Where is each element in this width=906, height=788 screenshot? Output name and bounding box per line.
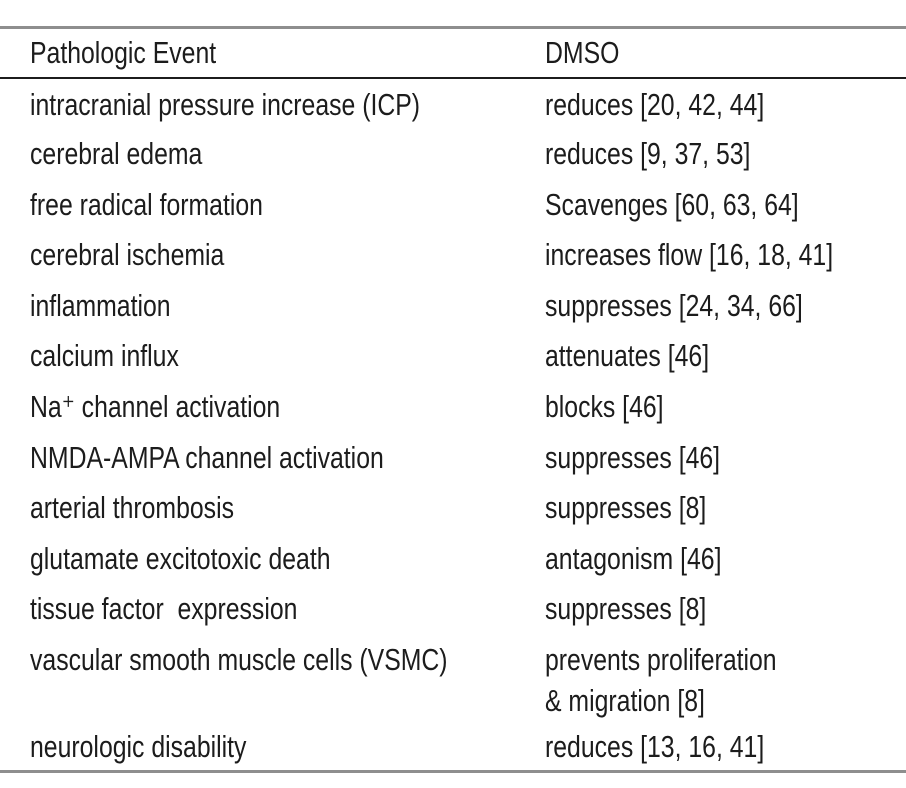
table-row: inflammation suppresses [24, 34, 66] — [0, 280, 906, 331]
dmso-cell: suppresses [24, 34, 66] — [545, 280, 906, 331]
dmso-effects-table: Pathologic Event DMSO intracranial press… — [0, 26, 906, 774]
dmso-cell: suppresses [46] — [545, 432, 906, 483]
table-row: calcium influx attenuates [46] — [0, 330, 906, 381]
dmso-cell: reduces [20, 42, 44] — [545, 78, 906, 129]
dmso-text: reduces [20, 42, 44] — [545, 86, 765, 122]
dmso-cell: suppresses [8] — [545, 482, 906, 533]
table-row: free radical formation Scavenges [60, 63… — [0, 179, 906, 230]
table-row: Na⁺ channel activation blocks [46] — [0, 381, 906, 432]
event-cell: free radical formation — [0, 179, 545, 230]
event-cell: neurologic disability — [0, 721, 545, 772]
event-text: calcium influx — [30, 338, 179, 374]
event-text: cerebral ischemia — [30, 237, 225, 273]
dmso-text: antagonism [46] — [545, 540, 722, 576]
event-text: intracranial pressure increase (ICP) — [30, 86, 421, 122]
event-cell: vascular smooth muscle cells (VSMC) — [0, 634, 545, 721]
dmso-text: attenuates [46] — [545, 338, 710, 374]
dmso-text: suppresses [46] — [545, 439, 721, 475]
table-row: tissue factor expression suppresses [8] — [0, 583, 906, 634]
table-row: glutamate excitotoxic death antagonism [… — [0, 533, 906, 584]
event-cell: tissue factor expression — [0, 583, 545, 634]
event-text: arterial thrombosis — [30, 490, 234, 526]
event-cell: glutamate excitotoxic death — [0, 533, 545, 584]
event-cell: NMDA-AMPA channel activation — [0, 432, 545, 483]
dmso-cell: Scavenges [60, 63, 64] — [545, 179, 906, 230]
dmso-cell: blocks [46] — [545, 381, 906, 432]
table-row: cerebral edema reduces [9, 37, 53] — [0, 128, 906, 179]
dmso-cell: prevents proliferation & migration [8] — [545, 634, 906, 721]
table-row: cerebral ischemia increases flow [16, 18… — [0, 229, 906, 280]
dmso-text: reduces [9, 37, 53] — [545, 136, 751, 172]
dmso-cell: reduces [13, 16, 41] — [545, 721, 906, 772]
event-text: inflammation — [30, 287, 171, 323]
dmso-text: reduces [13, 16, 41] — [545, 729, 765, 765]
dmso-text: prevents proliferation & migration [8] — [545, 642, 777, 719]
dmso-cell: antagonism [46] — [545, 533, 906, 584]
dmso-text: increases flow [16, 18, 41] — [545, 237, 834, 273]
table-header: Pathologic Event DMSO — [0, 27, 906, 79]
event-cell: calcium influx — [0, 330, 545, 381]
dmso-cell: reduces [9, 37, 53] — [545, 128, 906, 179]
table-row: arterial thrombosis suppresses [8] — [0, 482, 906, 533]
column-header-label: Pathologic Event — [30, 35, 217, 71]
dmso-text: suppresses [8] — [545, 490, 707, 526]
dmso-text: suppresses [24, 34, 66] — [545, 287, 803, 323]
event-cell: cerebral ischemia — [0, 229, 545, 280]
dmso-cell: attenuates [46] — [545, 330, 906, 381]
dmso-text: Scavenges [60, 63, 64] — [545, 186, 799, 222]
event-cell: Na⁺ channel activation — [0, 381, 545, 432]
event-cell: arterial thrombosis — [0, 482, 545, 533]
event-text: neurologic disability — [30, 729, 247, 765]
event-text: Na⁺ channel activation — [30, 389, 281, 425]
event-text: vascular smooth muscle cells (VSMC) — [30, 642, 448, 678]
table-row: intracranial pressure increase (ICP) red… — [0, 78, 906, 129]
dmso-cell: increases flow [16, 18, 41] — [545, 229, 906, 280]
event-text: NMDA-AMPA channel activation — [30, 439, 384, 475]
event-cell: cerebral edema — [0, 128, 545, 179]
column-header-dmso: DMSO — [545, 27, 906, 79]
event-text: free radical formation — [30, 186, 263, 222]
dmso-cell: suppresses [8] — [545, 583, 906, 634]
table-row: vascular smooth muscle cells (VSMC) prev… — [0, 634, 906, 721]
column-header-pathologic-event: Pathologic Event — [0, 27, 545, 79]
table-body: intracranial pressure increase (ICP) red… — [0, 78, 906, 772]
event-text: tissue factor expression — [30, 591, 298, 627]
dmso-text: suppresses [8] — [545, 591, 707, 627]
table-row: NMDA-AMPA channel activation suppresses … — [0, 432, 906, 483]
column-header-label: DMSO — [545, 35, 620, 71]
event-cell: inflammation — [0, 280, 545, 331]
event-text: cerebral edema — [30, 136, 203, 172]
header-row: Pathologic Event DMSO — [0, 27, 906, 79]
dmso-text: blocks [46] — [545, 389, 664, 425]
event-cell: intracranial pressure increase (ICP) — [0, 78, 545, 129]
event-text: glutamate excitotoxic death — [30, 540, 331, 576]
table-row: neurologic disability reduces [13, 16, 4… — [0, 721, 906, 772]
